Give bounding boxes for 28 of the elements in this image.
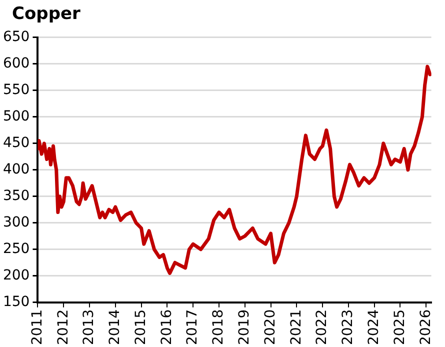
- x-tick-label: 2016: [158, 309, 175, 346]
- y-tick-label: 200: [2, 268, 30, 284]
- y-tick-label: 350: [2, 188, 30, 204]
- y-tick-label: 150: [2, 294, 30, 310]
- x-tick-label: 2024: [366, 309, 382, 346]
- x-tick-label: 2023: [340, 309, 356, 346]
- x-tick-label: 2021: [288, 309, 304, 346]
- y-tick-label: 600: [2, 56, 30, 72]
- chart-title: Copper: [12, 4, 80, 24]
- x-tick-label: 2013: [81, 309, 98, 346]
- x-tick-label: 2018: [210, 309, 227, 346]
- x-tick-label: 2015: [132, 309, 149, 346]
- y-tick-label: 650: [2, 29, 30, 46]
- y-tick-label: 300: [2, 214, 30, 231]
- x-tick-label: 2022: [314, 309, 330, 346]
- x-tick-label: 2014: [107, 309, 124, 346]
- x-tick-label: 2020: [262, 309, 278, 346]
- x-tick-label: 2025: [392, 309, 408, 346]
- y-tick-label: 250: [2, 241, 30, 258]
- x-tick-label: 2026: [418, 309, 434, 346]
- x-tick-label: 2019: [236, 309, 253, 346]
- x-tick-label: 2017: [184, 309, 201, 346]
- x-tick-label: 2012: [55, 309, 72, 346]
- y-tick-label: 500: [2, 108, 30, 125]
- y-tick-label: 550: [2, 82, 30, 98]
- x-tick-label: 2011: [29, 309, 46, 346]
- y-tick-label: 400: [2, 162, 30, 178]
- y-tick-label: 450: [2, 135, 30, 152]
